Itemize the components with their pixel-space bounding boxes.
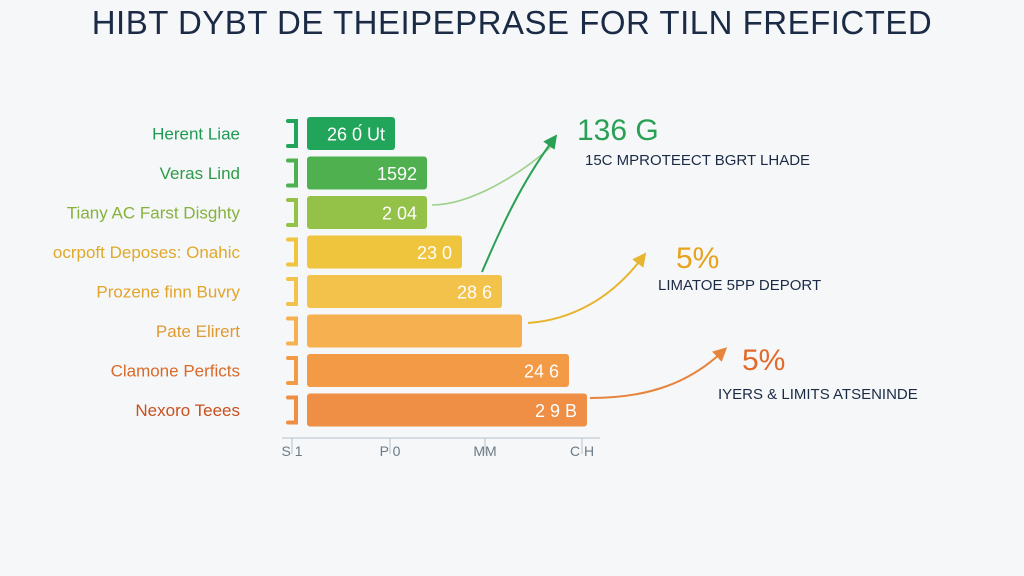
category-label: Nexoro Teees [135,401,240,420]
bar-bracket [286,158,298,188]
category-label: Prozene finn Buvry [96,283,240,302]
bar-value-label: 2 9 B [535,401,577,421]
bar [307,314,522,348]
bar [307,235,462,269]
bar-bracket [286,119,298,148]
category-label: Veras Lind [160,164,240,183]
bar-value-label: 24 6 [524,362,559,382]
bar-bracket [286,356,298,385]
category-label: ocrpoft Deposes: Onahic [53,243,241,262]
category-label: Pate Elirert [156,322,240,341]
bar [307,117,395,150]
bar-bracket [286,395,298,425]
callout-caption: IYERS & LIMITS ATSENINDE [718,386,918,403]
callout-value: 5% [676,242,719,275]
callout-caption: LIMATOE 5PP DEPORT [658,277,821,294]
bar-bracket [286,316,298,346]
bar-value-label: 28 6 [457,283,492,303]
bar-value-label: 26 0́ Ut [327,124,385,145]
category-label: Clamone Perficts [111,362,240,381]
callout-arrow [481,134,558,273]
callout-arrow [589,347,728,399]
x-tick-label: C H [570,443,594,459]
bar [307,393,587,427]
callout-value: 5% [742,344,785,377]
bar [307,196,427,229]
category-label: Herent Liae [152,125,240,144]
x-tick-label: MM [473,443,496,459]
bar [307,275,502,308]
bar-value-label: 2 04 [382,204,417,224]
connector-line [431,144,554,206]
callout-arrow [527,252,647,324]
category-label: Tiany AC Farst Disghty [67,204,241,223]
x-tick-label: S 1 [281,443,302,459]
callout-caption: 15C MPROTEECT BGRT LHADE [585,152,810,169]
bar [307,354,569,387]
x-tick-label: P 0 [380,443,401,459]
bar-value-label: 1592 [377,164,417,184]
bar-value-label: 23 0 [417,243,452,263]
bar-bracket [286,198,298,227]
callout-value: 136 G [577,114,659,147]
bar [307,156,427,190]
bar-bracket [286,237,298,267]
chart-title: HIBT DYBT DE THEIPEPRASE FOR TILN FREFIC… [91,4,933,41]
bar-bracket [286,277,298,306]
